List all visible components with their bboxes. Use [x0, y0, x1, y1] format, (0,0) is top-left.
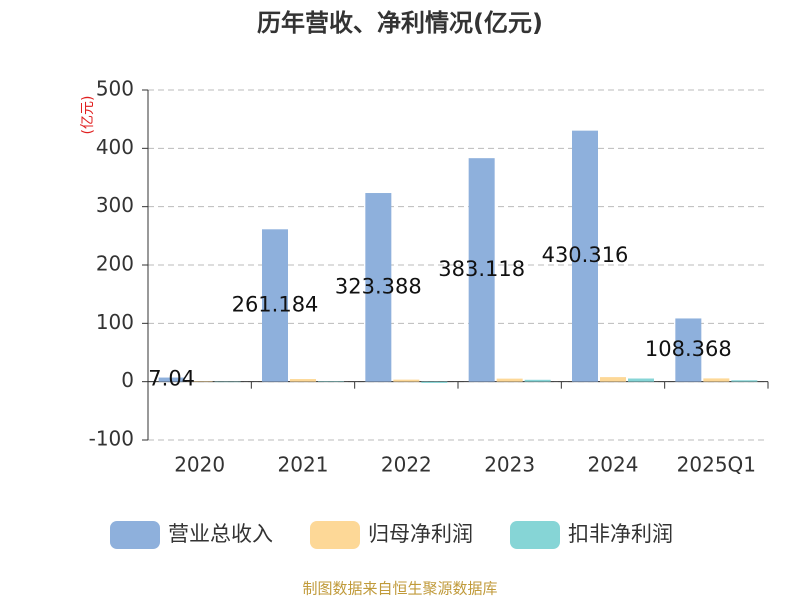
x-tick-label: 2023 — [484, 453, 535, 477]
bar — [496, 378, 523, 382]
bar — [214, 381, 241, 383]
y-tick-label: 100 — [96, 310, 134, 334]
legend-swatch — [310, 521, 360, 549]
data-label: 7.04 — [148, 367, 195, 391]
chart-title: 历年营收、净利情况(亿元) — [257, 9, 543, 37]
bar — [600, 377, 626, 382]
y-tick-label: 300 — [96, 193, 134, 217]
bar — [365, 193, 392, 382]
y-axis-label: (亿元) — [80, 96, 96, 135]
x-tick-label: 2022 — [381, 453, 432, 477]
legend-label: 营业总收入 — [168, 522, 273, 546]
x-tick-label: 2020 — [174, 453, 225, 477]
bar — [290, 379, 316, 382]
bar — [703, 378, 730, 382]
bar — [186, 381, 213, 382]
y-tick-label: 500 — [96, 77, 134, 101]
legend-swatch — [510, 521, 560, 549]
bar — [468, 158, 495, 382]
bar — [731, 380, 758, 382]
y-tick-label: 400 — [96, 135, 134, 159]
bar — [421, 381, 448, 383]
x-tick-label: 2021 — [278, 453, 329, 477]
data-label: 261.184 — [232, 292, 319, 316]
data-label: 323.388 — [335, 274, 422, 298]
legend-label: 扣非净利润 — [568, 522, 673, 546]
bar — [158, 377, 185, 382]
bar — [675, 318, 702, 382]
legend-label: 归母净利润 — [368, 522, 473, 546]
bar — [524, 379, 551, 382]
y-tick-label: -100 — [89, 427, 134, 451]
bar — [628, 378, 654, 382]
x-tick-label: 2024 — [588, 453, 639, 477]
bar — [572, 130, 598, 382]
x-tick-label: 2025Q1 — [677, 453, 756, 477]
source-note: 制图数据来自恒生聚源数据库 — [302, 580, 497, 598]
legend-swatch — [110, 521, 160, 549]
data-label: 383.118 — [438, 257, 525, 281]
bar — [393, 379, 420, 382]
bar — [262, 229, 288, 382]
data-label: 108.368 — [645, 337, 732, 361]
y-tick-label: 0 — [121, 368, 134, 392]
data-label: 430.316 — [542, 243, 629, 267]
y-tick-label: 200 — [96, 252, 134, 276]
bar — [318, 381, 344, 382]
